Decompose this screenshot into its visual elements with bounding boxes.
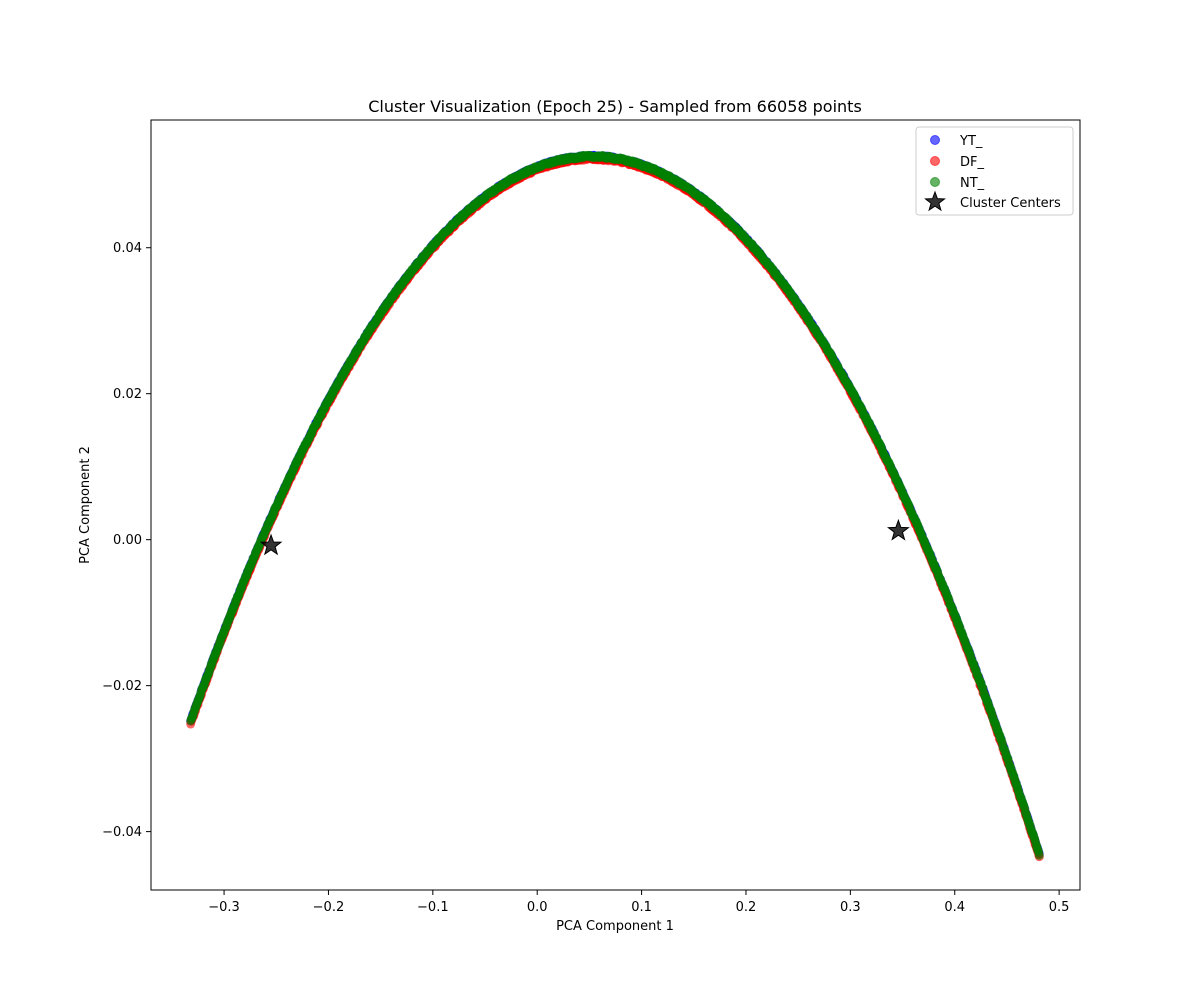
axes-background — [151, 120, 1080, 890]
x-axis-label: PCA Component 1 — [556, 919, 674, 934]
plot-area — [150, 119, 1081, 891]
legend-box — [915, 126, 1074, 216]
x-tick-label: 0.3 — [840, 900, 861, 915]
legend-marker-yt — [930, 135, 940, 145]
legend-marker-nt — [930, 177, 940, 187]
y-tick-label: 0.00 — [113, 533, 142, 548]
x-tick-label: 0.2 — [736, 900, 757, 915]
legend-label-cluster-centers: Cluster Centers — [960, 196, 1061, 211]
chart-title: Cluster Visualization (Epoch 25) - Sampl… — [368, 97, 862, 116]
x-tick-label: 0.1 — [631, 900, 652, 915]
legend-marker-cluster-centers — [924, 190, 946, 212]
legend-label-df: DF_ — [960, 155, 984, 170]
x-tick-label: −0.3 — [208, 900, 240, 915]
cluster-centers-layer — [259, 518, 910, 556]
data-layer — [186, 150, 1044, 862]
series-nt-points — [186, 150, 1044, 860]
cluster-center-star — [886, 518, 910, 541]
y-tick-label: −0.02 — [102, 679, 142, 694]
legend-label-nt: NT_ — [960, 176, 985, 191]
y-axis: −0.04 −0.02 0.00 0.02 0.04 — [102, 241, 151, 840]
x-tick-label: 0.5 — [1049, 900, 1070, 915]
x-tick-label: −0.2 — [313, 900, 345, 915]
y-axis-label: PCA Component 2 — [78, 446, 93, 564]
y-tick-label: 0.04 — [113, 241, 142, 256]
y-tick-label: 0.02 — [113, 387, 142, 402]
y-tick-label: −0.04 — [102, 825, 142, 840]
axes-frame — [150, 119, 1081, 891]
x-tick-label: 0.0 — [527, 900, 548, 915]
x-axis: −0.3 −0.2 −0.1 0.0 0.1 0.2 0.3 0.4 0.5 — [208, 890, 1069, 915]
legend-label-yt: YT_ — [959, 134, 983, 149]
scatter-point — [1034, 850, 1044, 860]
legend-marker-df — [930, 156, 940, 166]
legend: YT_ DF_ NT_ Cluster Centers — [915, 126, 1074, 216]
x-tick-label: −0.1 — [417, 900, 449, 915]
cluster-center-star — [259, 533, 283, 556]
x-tick-label: 0.4 — [944, 900, 965, 915]
